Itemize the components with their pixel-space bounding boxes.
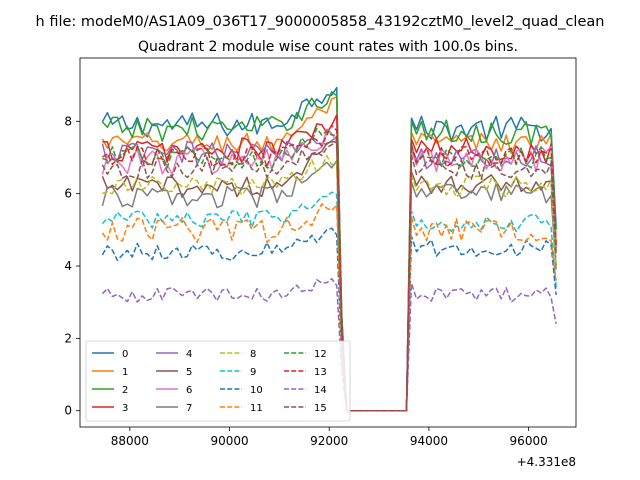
legend-label-7: 7 <box>186 403 192 414</box>
legend-label-10: 10 <box>250 385 263 396</box>
legend-label-13: 13 <box>314 367 327 378</box>
series-line-9 <box>101 191 557 412</box>
legend-label-6: 6 <box>186 385 192 396</box>
legend-label-11: 11 <box>250 403 263 414</box>
x-tick-label: 88000 <box>111 434 149 448</box>
legend-label-9: 9 <box>250 367 256 378</box>
series-line-13 <box>102 124 557 412</box>
series-line-14 <box>101 277 557 412</box>
x-tick-label: 92000 <box>310 434 348 448</box>
plot-area: 88000 90000 92000 94000 96000 0 2 4 6 8 +4.331e8… <box>64 57 577 469</box>
legend-label-8: 8 <box>250 349 256 360</box>
legend-label-4: 4 <box>186 349 192 360</box>
x-tick-label: 94000 <box>410 434 448 448</box>
legend-box <box>85 340 351 422</box>
x-axis: 88000 90000 92000 94000 96000 <box>111 427 548 448</box>
y-tick-label: 6 <box>64 187 72 201</box>
legend-label-12: 12 <box>314 349 327 360</box>
series-line-0 <box>101 86 557 412</box>
y-tick-label: 0 <box>64 404 72 418</box>
legend-label-3: 3 <box>122 403 128 414</box>
series-line-10 <box>101 227 557 412</box>
y-tick-label: 2 <box>64 331 72 345</box>
x-tick-label: 90000 <box>210 434 248 448</box>
y-tick-label: 8 <box>64 114 72 128</box>
series-line-1 <box>101 96 557 412</box>
y-axis: 0 2 4 6 8 <box>64 114 80 418</box>
axes-frame <box>79 57 577 428</box>
series-lines <box>101 86 557 412</box>
figure-suptitle: h file: modeM0/AS1A09_036T17_9000005858_… <box>36 14 605 30</box>
x-tick-label: 96000 <box>510 434 548 448</box>
y-tick-label: 4 <box>64 259 72 273</box>
legend-label-1: 1 <box>122 367 128 378</box>
chart-title: Quadrant 2 module wise count rates with … <box>138 39 518 55</box>
series-line-5 <box>101 140 557 412</box>
legend-label-15: 15 <box>314 403 327 414</box>
legend-label-5: 5 <box>186 367 192 378</box>
legend-label-14: 14 <box>314 385 327 396</box>
series-line-2 <box>101 91 557 412</box>
series-line-7 <box>101 160 557 412</box>
series-line-11 <box>101 203 557 412</box>
legend-label-2: 2 <box>122 385 128 396</box>
series-line-3 <box>102 114 557 412</box>
x-offset-label: +4.331e8 <box>517 455 576 469</box>
legend-label-0: 0 <box>122 349 128 360</box>
series-line-15 <box>101 141 557 412</box>
